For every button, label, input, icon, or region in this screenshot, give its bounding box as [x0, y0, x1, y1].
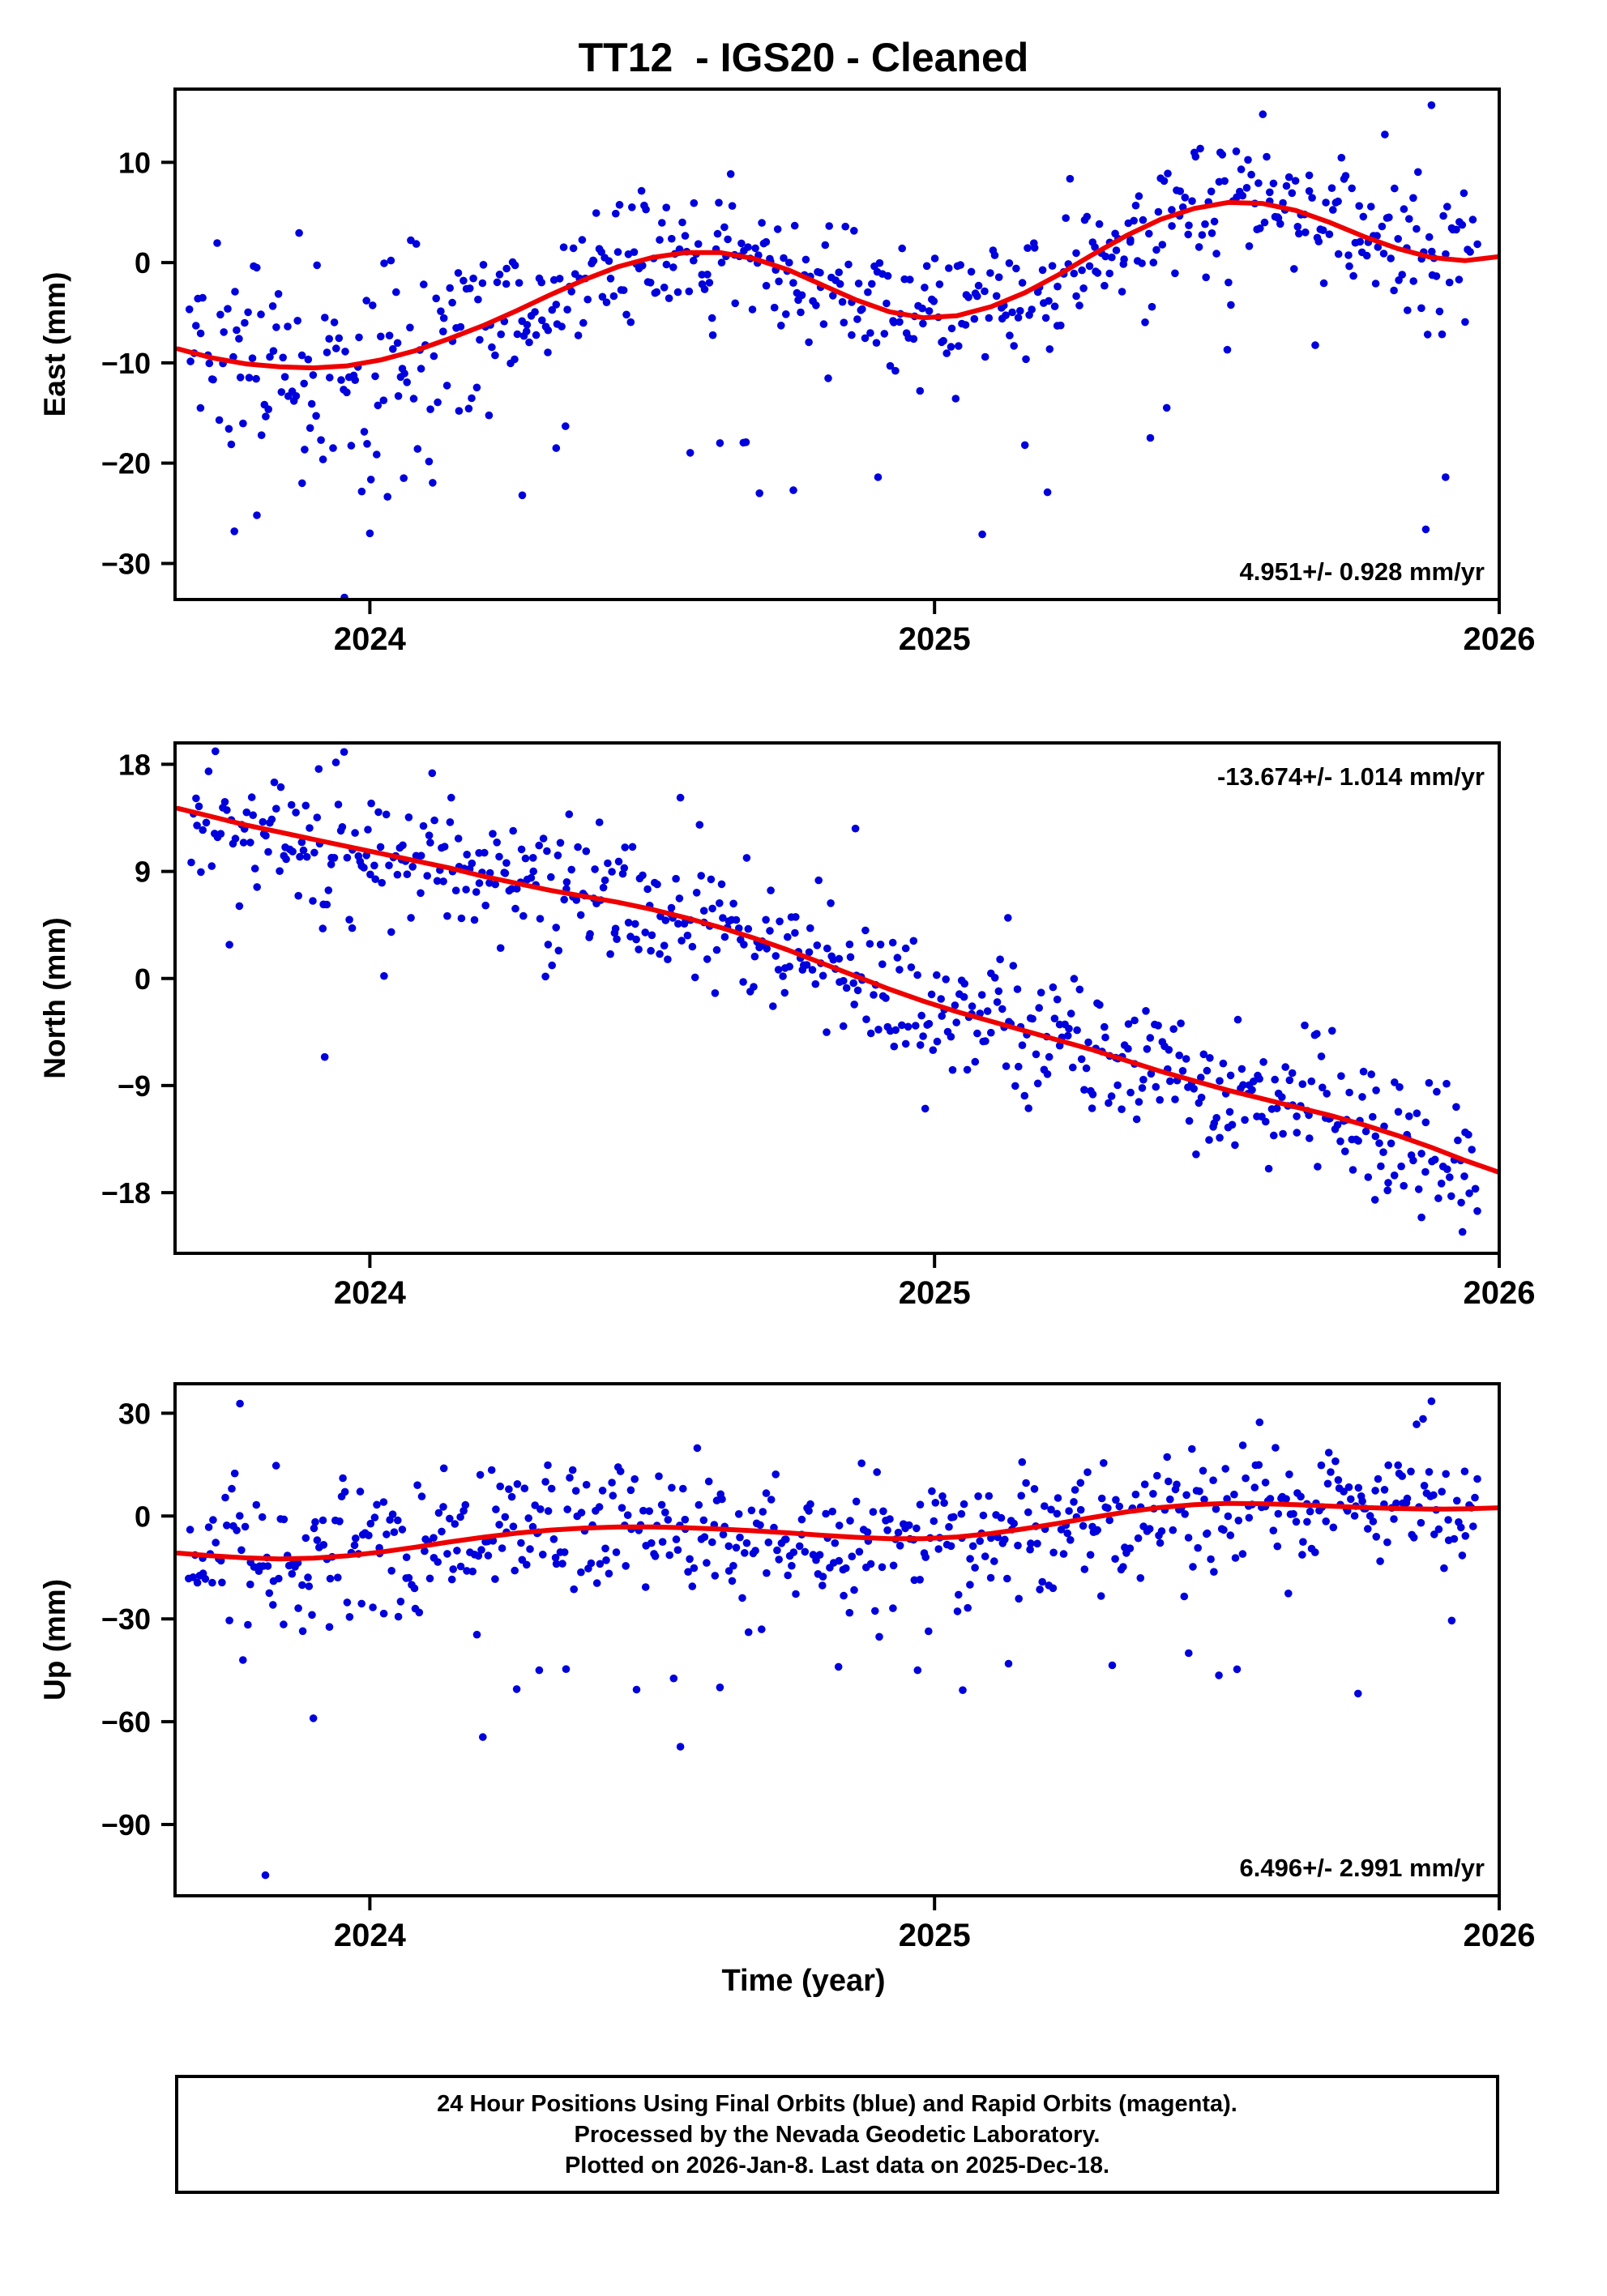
y-tick-label: 0	[135, 1500, 151, 1533]
caption-line-1: 24 Hour Positions Using Final Orbits (bl…	[437, 2091, 1237, 2117]
plot-frame	[173, 741, 1501, 1255]
caption-box: 24 Hour Positions Using Final Orbits (bl…	[175, 2075, 1499, 2194]
y-tick-label: 0	[135, 246, 151, 280]
plot-frame	[173, 1382, 1501, 1897]
y-tick-label: −30	[101, 1603, 151, 1636]
rate-annotation: -13.674+/- 1.014 mm/yr	[1217, 762, 1485, 791]
rate-annotation: 4.951+/- 0.928 mm/yr	[1240, 557, 1485, 586]
scatter-points	[187, 747, 1481, 1236]
plot-frame	[173, 87, 1501, 601]
scatter-points	[185, 101, 1481, 600]
x-tick-label: 2024	[334, 1275, 407, 1311]
x-tick-label: 2025	[899, 621, 971, 657]
y-tick-label: −9	[118, 1069, 151, 1103]
trend-line	[175, 805, 1499, 1176]
up-panel: −90 −60 −30 0 30 2024 2025 2026 6.496+/- 2.991 m…	[101, 1382, 1536, 1953]
x-tick-label: 2025	[899, 1275, 971, 1311]
scatter-points	[185, 1397, 1481, 1880]
y-tick-label: 30	[118, 1397, 151, 1430]
y-tick-label: −90	[101, 1808, 151, 1841]
north-panel: −18 −9 0 9 18 2024 2025 2026 -13.674+/- 1.014 mm…	[101, 741, 1536, 1311]
x-axis-label: Time (year)	[721, 1964, 886, 1998]
y-axis-label-east: East (mm)	[38, 271, 71, 417]
y-tick-label: −20	[101, 447, 151, 480]
y-tick-label: −10	[101, 347, 151, 380]
x-tick-label: 2024	[334, 621, 407, 657]
y-tick-label: 9	[135, 856, 151, 889]
east-panel: −30 −20 −10 0 10 2024 2025 2026 4.951+/- 0.928 m…	[101, 87, 1536, 657]
rate-annotation: 6.496+/- 2.991 mm/yr	[1240, 1854, 1485, 1882]
y-tick-label: −60	[101, 1705, 151, 1739]
y-tick-label: 0	[135, 962, 151, 996]
x-tick-label: 2025	[899, 1918, 971, 1953]
y-tick-label: −30	[101, 547, 151, 580]
y-tick-label: 18	[118, 748, 151, 781]
y-axis-label-north: North (mm)	[38, 917, 71, 1079]
trend-line	[175, 199, 1499, 371]
x-tick-label: 2026	[1464, 621, 1536, 657]
y-axis-label-up: Up (mm)	[38, 1578, 71, 1701]
chart-title: TT12 - IGS20 - Cleaned	[578, 35, 1029, 80]
y-tick-label: 10	[118, 146, 151, 179]
x-tick-label: 2026	[1464, 1918, 1536, 1953]
x-tick-label: 2024	[334, 1918, 407, 1953]
caption-line-2: Processed by the Nevada Geodetic Laborat…	[574, 2122, 1101, 2148]
x-tick-label: 2026	[1464, 1275, 1536, 1311]
trend-line	[175, 1500, 1499, 1562]
caption-line-3: Plotted on 2026-Jan-8. Last data on 2025…	[564, 2153, 1110, 2179]
y-tick-label: −18	[101, 1176, 151, 1210]
